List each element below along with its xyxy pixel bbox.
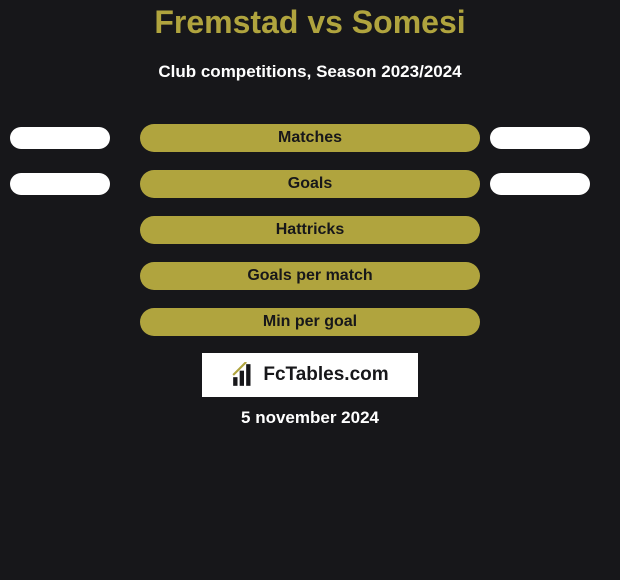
left-value-bar — [10, 127, 110, 149]
metric-row: Goals — [0, 170, 620, 198]
metric-row: Hattricks — [0, 216, 620, 244]
fctables-logo[interactable]: FcTables.com — [202, 353, 418, 397]
metric-label-bar: Hattricks — [140, 216, 480, 244]
metric-label-bar: Goals per match — [140, 262, 480, 290]
page-title: Fremstad vs Somesi — [0, 4, 620, 41]
season-subtitle: Club competitions, Season 2023/2024 — [0, 62, 620, 82]
footer-date: 5 november 2024 — [0, 408, 620, 428]
player2-name: Somesi — [352, 4, 466, 40]
right-value-bar — [490, 127, 590, 149]
metric-label-bar: Matches — [140, 124, 480, 152]
metric-row: Min per goal — [0, 308, 620, 336]
logo-text: FcTables.com — [263, 364, 388, 386]
right-value-bar — [490, 173, 590, 195]
left-value-bar — [10, 173, 110, 195]
stats-comparison-card: Fremstad vs Somesi Club competitions, Se… — [0, 0, 620, 580]
metric-label-bar: Goals — [140, 170, 480, 198]
vs-separator: vs — [307, 4, 343, 40]
metric-row: Goals per match — [0, 262, 620, 290]
metric-row: Matches — [0, 124, 620, 152]
bar-chart-icon — [231, 362, 257, 388]
player1-name: Fremstad — [154, 4, 298, 40]
metric-label-bar: Min per goal — [140, 308, 480, 336]
